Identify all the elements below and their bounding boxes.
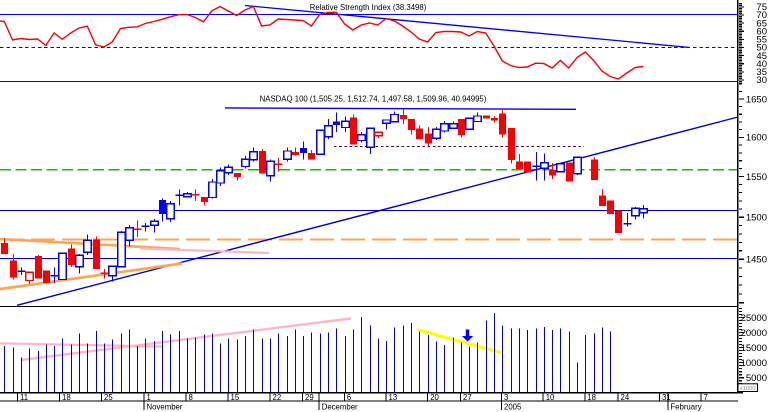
svg-text:40: 40 bbox=[756, 59, 767, 70]
svg-text:1600: 1600 bbox=[746, 132, 767, 143]
svg-text:70: 70 bbox=[756, 10, 767, 21]
svg-text:22: 22 bbox=[273, 393, 282, 402]
svg-text:1550: 1550 bbox=[746, 172, 767, 183]
svg-text:1500: 1500 bbox=[746, 212, 767, 223]
svg-text:18: 18 bbox=[62, 393, 71, 402]
svg-text:1: 1 bbox=[147, 393, 151, 402]
svg-text:November: November bbox=[147, 403, 183, 412]
svg-text:2005: 2005 bbox=[504, 403, 522, 412]
svg-text:30: 30 bbox=[756, 75, 767, 86]
svg-text:10: 10 bbox=[546, 393, 555, 402]
svg-text:35: 35 bbox=[756, 67, 767, 78]
svg-text:December: December bbox=[322, 403, 358, 412]
svg-text:29: 29 bbox=[305, 393, 314, 402]
svg-text:50: 50 bbox=[756, 43, 767, 54]
svg-text:65: 65 bbox=[756, 18, 767, 29]
svg-text:13: 13 bbox=[389, 393, 398, 402]
svg-text:7: 7 bbox=[704, 393, 708, 402]
svg-text:5000: 5000 bbox=[746, 373, 767, 384]
svg-text:1650: 1650 bbox=[746, 94, 767, 105]
svg-text:11: 11 bbox=[20, 393, 28, 402]
svg-text:15000: 15000 bbox=[741, 343, 767, 354]
svg-text:60: 60 bbox=[756, 26, 767, 37]
svg-text:45: 45 bbox=[756, 51, 767, 62]
svg-text:75: 75 bbox=[756, 2, 767, 13]
svg-text:15: 15 bbox=[231, 393, 240, 402]
svg-text:February: February bbox=[670, 403, 701, 412]
svg-text:24: 24 bbox=[621, 393, 630, 402]
svg-text:55: 55 bbox=[756, 35, 767, 46]
svg-text:31: 31 bbox=[662, 393, 671, 402]
svg-text:10000: 10000 bbox=[741, 358, 767, 369]
svg-text:20: 20 bbox=[430, 393, 439, 402]
svg-text:18: 18 bbox=[587, 393, 596, 402]
svg-text:3: 3 bbox=[504, 393, 508, 402]
svg-text:27: 27 bbox=[463, 393, 472, 402]
svg-text:20000: 20000 bbox=[741, 328, 767, 339]
svg-text:1450: 1450 bbox=[746, 254, 767, 265]
svg-text:6: 6 bbox=[347, 393, 351, 402]
svg-text:NASDAQ 100 (1,505.25, 1,512.74: NASDAQ 100 (1,505.25, 1,512.74, 1,497.58… bbox=[260, 95, 487, 104]
svg-text:25000: 25000 bbox=[741, 313, 767, 324]
svg-text:x1000: x1000 bbox=[740, 386, 756, 392]
svg-text:Relative Strength Index (38.34: Relative Strength Index (38.3498) bbox=[310, 3, 427, 12]
svg-text:8: 8 bbox=[189, 393, 193, 402]
svg-text:25: 25 bbox=[104, 393, 113, 402]
